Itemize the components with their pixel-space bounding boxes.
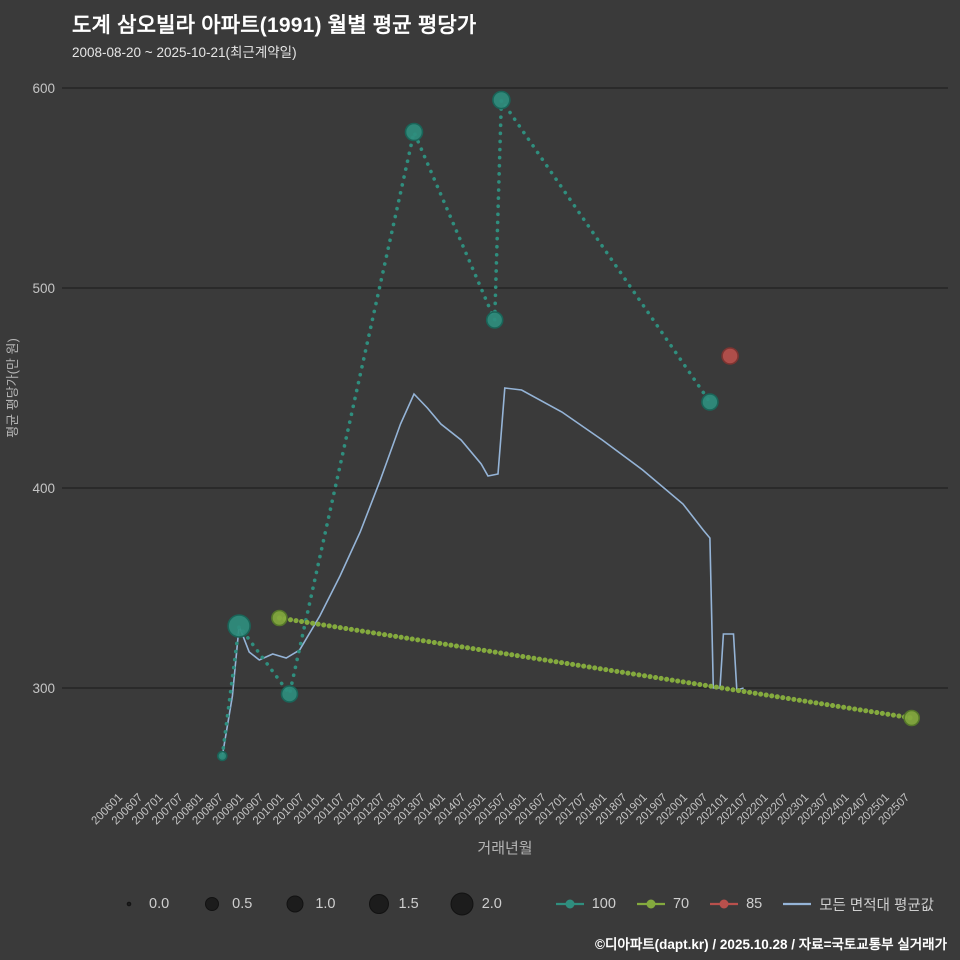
area-70-line bbox=[276, 615, 915, 721]
legend-size-item: 1.5 bbox=[366, 891, 419, 917]
legend-size-label: 1.0 bbox=[315, 896, 336, 912]
legend-size-group: 0.0 0.5 1.0 1.5 2.0 bbox=[116, 891, 502, 917]
size-bubble-icon bbox=[126, 901, 132, 907]
y-axis-title: 평균 평당가(만 원) bbox=[5, 338, 20, 438]
legend-series-label: 100 bbox=[591, 896, 616, 912]
legend-series-area-100[interactable]: 100 bbox=[555, 896, 616, 912]
y-tick-label: 400 bbox=[32, 481, 55, 496]
legend-series-label: 85 bbox=[746, 896, 763, 912]
chart-legend: 0.0 0.5 1.0 1.5 2.0 100 70 85 모든 면적대 평균값 bbox=[116, 884, 934, 924]
area-100-point[interactable] bbox=[227, 614, 251, 638]
area-70-point[interactable] bbox=[271, 609, 288, 627]
all-areas-avg-line bbox=[221, 387, 744, 757]
legend-size-label: 1.5 bbox=[398, 896, 419, 912]
series-marker-icon bbox=[636, 899, 665, 909]
size-bubble-icon bbox=[450, 892, 474, 916]
area-100-point[interactable] bbox=[492, 90, 511, 110]
legend-series-all-areas-avg[interactable]: 모든 면적대 평균값 bbox=[782, 894, 934, 915]
legend-size-label: 0.0 bbox=[149, 896, 170, 912]
y-tick-label: 600 bbox=[32, 81, 55, 96]
x-axis-title: 거래년월 bbox=[477, 840, 532, 857]
legend-series-group: 100 70 85 모든 면적대 평균값 bbox=[555, 894, 934, 915]
legend-series-area-85[interactable]: 85 bbox=[709, 896, 762, 912]
area-100-point[interactable] bbox=[485, 311, 504, 329]
legend-size-label: 0.5 bbox=[232, 896, 253, 912]
legend-size-item: 0.5 bbox=[199, 891, 252, 917]
source-attribution: ©디아파트(dapt.kr) / 2025.10.28 / 자료=국토교통부 실… bbox=[595, 937, 947, 952]
area-85-point[interactable] bbox=[721, 347, 739, 365]
y-tick-label: 300 bbox=[32, 681, 55, 696]
area-100-line bbox=[220, 94, 712, 758]
size-bubble-icon bbox=[286, 895, 304, 913]
legend-size-item: 0.0 bbox=[116, 891, 169, 917]
area-100-point[interactable] bbox=[217, 750, 228, 762]
page-title: 도계 삼오빌라 아파트(1991) 월별 평균 평당가 bbox=[72, 14, 477, 37]
area-100-point[interactable] bbox=[701, 393, 719, 411]
series-marker-icon bbox=[783, 902, 812, 906]
area-100-point[interactable] bbox=[404, 122, 424, 142]
size-bubble-icon bbox=[205, 897, 220, 911]
legend-size-label: 2.0 bbox=[481, 896, 502, 912]
area-70-point[interactable] bbox=[903, 709, 921, 727]
area-100-point[interactable] bbox=[280, 685, 299, 703]
date-range-subtitle: 2008-08-20 ~ 2025-10-21(최근계약일) bbox=[72, 45, 297, 60]
size-bubble-icon bbox=[368, 894, 389, 914]
legend-series-area-70[interactable]: 70 bbox=[636, 896, 689, 912]
legend-size-item: 2.0 bbox=[449, 891, 502, 917]
legend-series-label: 70 bbox=[672, 896, 690, 912]
legend-size-item: 1.0 bbox=[282, 891, 336, 917]
series-marker-icon bbox=[555, 899, 584, 909]
y-tick-label: 500 bbox=[32, 281, 55, 296]
legend-series-label: 모든 면적대 평균값 bbox=[819, 897, 934, 914]
series-marker-icon bbox=[710, 899, 739, 909]
